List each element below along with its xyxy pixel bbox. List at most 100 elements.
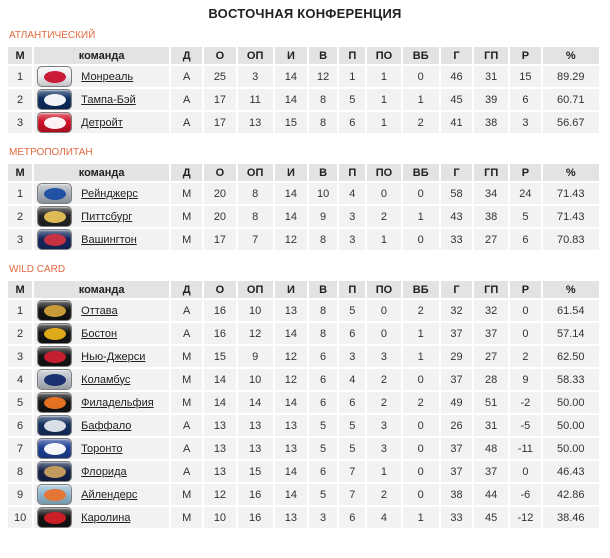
team-link[interactable]: Айлендерс	[81, 488, 138, 501]
stat-cell-v: 12	[309, 66, 338, 87]
stat-cell-vb: 0	[402, 183, 439, 204]
stat-cell-g: 45	[440, 89, 473, 110]
column-header-r: Р	[510, 281, 541, 298]
florida-panthers-logo	[37, 461, 73, 482]
column-header-vb: ВБ	[402, 281, 439, 298]
stat-cell-gp: 27	[474, 229, 509, 250]
team-cell: Бостон	[34, 323, 170, 344]
stat-cell-op: 10	[237, 369, 273, 390]
column-header-i: И	[274, 47, 307, 64]
stat-cell-v: 8	[309, 89, 338, 110]
stat-cell-g: 38	[440, 484, 473, 505]
stat-cell-r: 24	[510, 183, 541, 204]
stat-cell-d: А	[171, 323, 203, 344]
stat-cell-g: 33	[440, 229, 473, 250]
stat-cell-i: 14	[274, 206, 307, 227]
table-row: 1 Оттава А 16 10 13 8 5 0 2 32 32 0 61.54	[8, 300, 599, 321]
column-header-v: В	[309, 47, 338, 64]
column-header-o: О	[204, 164, 236, 181]
column-header-o: О	[204, 47, 236, 64]
table-row: 3 Нью-Джерси М 15 9 12 6 3 3 1 29 27 2 62.50	[8, 346, 599, 367]
team-link[interactable]: Монреаль	[81, 70, 134, 83]
column-header-op: ОП	[237, 281, 273, 298]
stat-cell-pct: 50.00	[542, 392, 599, 413]
team-link[interactable]: Тампа-Бэй	[81, 93, 136, 106]
stat-cell-gp: 27	[474, 346, 509, 367]
team-emblem	[43, 465, 66, 478]
column-header-d: Д	[171, 281, 203, 298]
stat-cell-p: 6	[339, 392, 366, 413]
column-header-gp: ГП	[474, 47, 509, 64]
stat-cell-gp: 34	[474, 183, 509, 204]
table-row: 2 Бостон А 16 12 14 8 6 0 1 37 37 0 57.14	[8, 323, 599, 344]
stat-cell-po: 0	[367, 323, 401, 344]
team-emblem	[43, 233, 66, 246]
team-link[interactable]: Оттава	[81, 304, 118, 317]
stat-cell-i: 12	[274, 369, 307, 390]
stat-cell-gp: 39	[474, 89, 509, 110]
stat-cell-p: 5	[339, 89, 366, 110]
stat-cell-pct: 42.86	[542, 484, 599, 505]
stat-cell-op: 14	[237, 392, 273, 413]
stat-cell-op: 13	[237, 112, 273, 133]
team-emblem	[43, 511, 66, 524]
team-link[interactable]: Вашингтон	[81, 233, 137, 246]
stat-cell-v: 5	[309, 438, 338, 459]
stat-cell-pct: 61.54	[542, 300, 599, 321]
stat-cell-g: 29	[440, 346, 473, 367]
column-header-i: И	[274, 281, 307, 298]
team-wrap: Каролина	[34, 507, 169, 528]
team-wrap: Питтсбург	[34, 206, 169, 227]
rank-cell: 5	[8, 392, 33, 413]
stat-cell-vb: 1	[402, 89, 439, 110]
team-link[interactable]: Флорида	[81, 465, 127, 478]
stat-cell-pct: 50.00	[542, 415, 599, 436]
stat-cell-po: 3	[367, 438, 401, 459]
stat-cell-v: 6	[309, 392, 338, 413]
section-label: WILD CARD	[9, 264, 66, 275]
team-link[interactable]: Рейнджерс	[81, 187, 138, 200]
stat-cell-vb: 1	[402, 346, 439, 367]
carolina-hurricanes-logo	[37, 507, 73, 528]
stat-cell-pct: 57.14	[542, 323, 599, 344]
stat-cell-g: 32	[440, 300, 473, 321]
column-header-r: Р	[510, 164, 541, 181]
stat-cell-o: 16	[204, 323, 236, 344]
team-link[interactable]: Каролина	[81, 511, 131, 524]
stat-cell-gp: 31	[474, 66, 509, 87]
team-link[interactable]: Питтсбург	[81, 210, 133, 223]
team-link[interactable]: Баффало	[81, 419, 132, 432]
stat-cell-i: 13	[274, 507, 307, 528]
team-link[interactable]: Бостон	[81, 327, 118, 340]
column-header-v: В	[309, 281, 338, 298]
column-header-gp: ГП	[474, 164, 509, 181]
stat-cell-gp: 44	[474, 484, 509, 505]
team-cell: Филадельфия	[34, 392, 170, 413]
stat-cell-o: 20	[204, 183, 236, 204]
column-header-m: М	[8, 47, 33, 64]
stat-cell-i: 15	[274, 112, 307, 133]
stat-cell-i: 14	[274, 183, 307, 204]
table-row: 1 Рейнджерс М 20 8 14 10 4 0 0 58 34 24 71.43	[8, 183, 599, 204]
stat-cell-d: М	[171, 183, 203, 204]
team-emblem	[43, 70, 66, 83]
stat-cell-pct: 38.46	[542, 507, 599, 528]
rank-cell: 1	[8, 66, 33, 87]
team-link[interactable]: Коламбус	[81, 373, 131, 386]
rank-cell: 2	[8, 206, 33, 227]
column-header-po: ПО	[367, 281, 401, 298]
team-cell: Рейнджерс	[34, 183, 170, 204]
team-link[interactable]: Детройт	[81, 116, 123, 129]
column-header-vb: ВБ	[402, 47, 439, 64]
team-wrap: Коламбус	[34, 369, 169, 390]
team-link[interactable]: Торонто	[81, 442, 123, 455]
team-link[interactable]: Филадельфия	[81, 396, 154, 409]
stat-cell-p: 7	[339, 461, 366, 482]
stat-cell-d: М	[171, 229, 203, 250]
stat-cell-po: 3	[367, 415, 401, 436]
table-row: 4 Коламбус М 14 10 12 6 4 2 0 37 28 9 58.33	[8, 369, 599, 390]
team-link[interactable]: Нью-Джерси	[81, 350, 146, 363]
rank-cell: 7	[8, 438, 33, 459]
stat-cell-p: 7	[339, 484, 366, 505]
stat-cell-i: 14	[274, 66, 307, 87]
